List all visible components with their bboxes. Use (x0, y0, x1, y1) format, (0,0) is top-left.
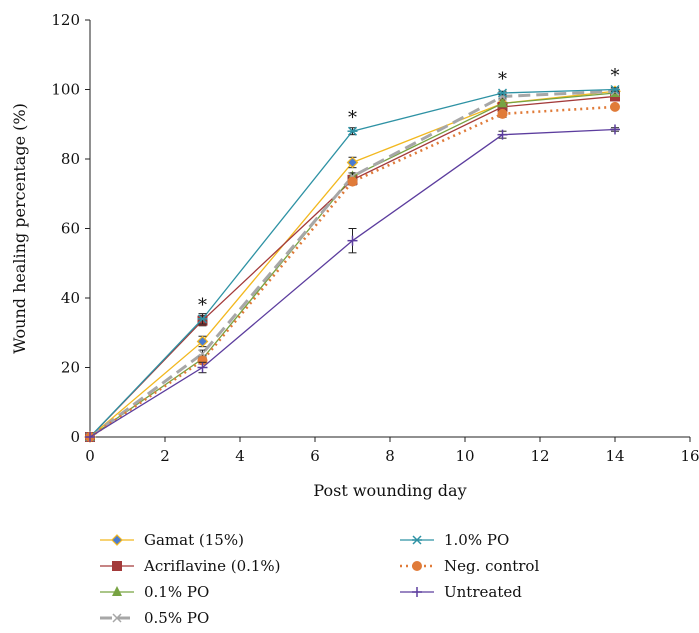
series-untreated (85, 124, 620, 442)
marker-circle (497, 108, 508, 119)
y-tick-label: 120 (51, 11, 80, 29)
legend-item: Untreated (400, 583, 522, 601)
y-tick-label: 0 (70, 428, 80, 446)
marker-star (610, 84, 620, 95)
marker-star (197, 314, 208, 324)
significance-asterisk: * (348, 107, 357, 128)
marker-triangle (112, 586, 122, 596)
series-gamat-15 (84, 85, 621, 443)
y-tick-label: 40 (61, 289, 80, 307)
series-acriflavine-0-1 (85, 91, 620, 442)
y-tick-label: 100 (51, 81, 80, 99)
x-tick-label: 12 (530, 447, 549, 465)
x-tick-label: 4 (235, 447, 245, 465)
series-0-1-po (85, 86, 620, 441)
axes: 0 20 40 60 80 100 120 0 2 4 6 8 10 12 14 16 (51, 11, 699, 465)
legend-label: Acriflavine (0.1%) (143, 557, 281, 575)
series-line (89, 90, 616, 438)
significance-asterisk: * (198, 295, 207, 316)
marker-circle (412, 561, 422, 571)
marker-triangle (497, 97, 508, 108)
series-line (89, 88, 616, 438)
series-layer (84, 84, 621, 443)
legend-label: Untreated (444, 583, 522, 601)
marker-plus (610, 124, 620, 135)
marker-plus (497, 129, 508, 140)
series-line (89, 105, 616, 439)
legend-label: 1.0% PO (444, 531, 509, 549)
marker-diamond (346, 156, 359, 169)
legend-label: 0.1% PO (144, 583, 209, 601)
legend: Gamat (15%) Acriflavine (0.1%) 0.1% PO 0.5%… (100, 531, 539, 627)
legend-label: 0.5% PO (144, 609, 209, 627)
marker-plus (347, 235, 358, 246)
x-tick-label: 10 (455, 447, 474, 465)
significance-asterisk: * (498, 69, 507, 90)
legend-item: 0.1% PO (100, 583, 209, 601)
x-tick-label: 8 (385, 447, 395, 465)
y-axis-title: Wound healing percentage (%) (10, 103, 29, 354)
marker-star (347, 126, 358, 136)
marker-x (197, 349, 208, 359)
x-tick-label: 16 (680, 447, 699, 465)
marker-plus (197, 362, 208, 373)
legend-label: Gamat (15%) (144, 531, 244, 549)
series-line (89, 89, 616, 439)
marker-diamond (196, 335, 209, 348)
legend-item: Gamat (15%) (100, 531, 244, 549)
legend-item: 0.5% PO (100, 609, 209, 627)
y-tick-label: 20 (61, 359, 80, 377)
legend-item: Neg. control (400, 557, 539, 575)
legend-label: Neg. control (444, 557, 539, 575)
marker-circle (347, 176, 358, 187)
marker-plus (85, 432, 95, 442)
marker-plus (412, 587, 422, 597)
legend-item: 1.0% PO (400, 531, 509, 549)
y-tick-label: 80 (61, 150, 80, 168)
x-tick-label: 6 (310, 447, 320, 465)
series-1-0-po (85, 84, 620, 442)
x-tick-label: 0 (85, 447, 95, 465)
annotation-layer: * * * * (198, 66, 620, 316)
significance-asterisk: * (611, 66, 620, 87)
marker-star (497, 88, 508, 98)
marker-square (112, 561, 122, 571)
y-tick-label: 60 (61, 220, 80, 238)
series-line (89, 95, 616, 438)
series-line (89, 92, 616, 438)
x-tick-label: 14 (605, 447, 624, 465)
x-tick-label: 2 (160, 447, 170, 465)
marker-star (412, 535, 422, 545)
marker-diamond (111, 534, 123, 546)
marker-circle (610, 101, 620, 112)
marker-x (112, 613, 122, 623)
series-0-5-po (85, 86, 620, 442)
x-axis-title: Post wounding day (313, 481, 466, 500)
legend-item: Acriflavine (0.1%) (100, 557, 281, 575)
marker-circle (197, 355, 208, 366)
